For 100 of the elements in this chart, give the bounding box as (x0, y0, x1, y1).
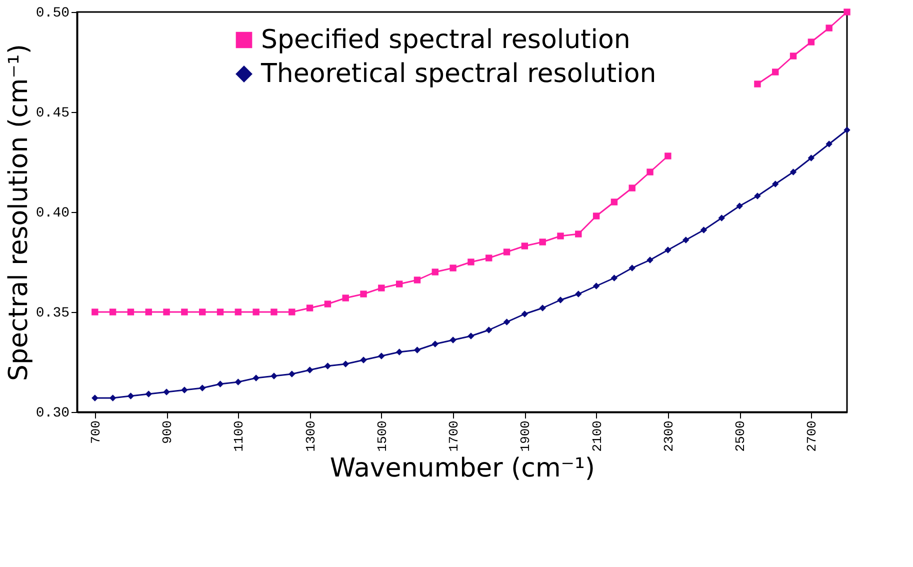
point (808, 154, 815, 162)
point (682, 236, 690, 244)
point (378, 284, 385, 292)
point (414, 346, 421, 354)
point (718, 214, 726, 222)
x-tick-label: 1100 (232, 420, 247, 452)
point (396, 348, 403, 356)
point (468, 332, 474, 340)
x-tick-label: 1300 (303, 420, 318, 452)
point (826, 24, 832, 32)
point (181, 308, 188, 316)
y-tick-label: 0.50 (36, 6, 70, 22)
point (539, 238, 546, 246)
point (127, 392, 134, 400)
point (575, 290, 582, 298)
point (288, 370, 296, 378)
point (109, 394, 116, 402)
point (181, 386, 188, 394)
point (521, 310, 528, 318)
point (414, 276, 421, 284)
point (808, 38, 815, 46)
point (700, 226, 708, 234)
point (664, 246, 672, 254)
point (306, 304, 314, 312)
point (826, 140, 832, 148)
point (198, 308, 206, 316)
point (736, 202, 743, 210)
point (92, 308, 98, 316)
point (557, 232, 564, 240)
point (109, 308, 116, 316)
point (539, 304, 546, 312)
x-tick-label: 2700 (804, 420, 820, 452)
x-tick-label: 1900 (518, 420, 534, 452)
point (324, 300, 332, 308)
x-tick-label: 1700 (446, 420, 462, 452)
point (503, 248, 510, 256)
point (396, 280, 403, 288)
point (216, 380, 224, 388)
point (360, 290, 367, 298)
point (342, 294, 349, 302)
point (844, 8, 850, 16)
point (324, 362, 332, 370)
point (163, 388, 170, 396)
point (468, 258, 474, 266)
point (234, 378, 242, 386)
point (754, 80, 761, 88)
point (306, 366, 314, 374)
point (790, 52, 797, 60)
point (252, 308, 260, 316)
legend-label: Theoretical spectral resolution (260, 59, 656, 89)
point (360, 356, 367, 364)
point (378, 352, 385, 360)
point (592, 282, 600, 290)
point (754, 192, 761, 200)
point (844, 126, 850, 134)
point (127, 308, 134, 316)
point (486, 254, 492, 262)
point (772, 68, 779, 76)
point (592, 212, 600, 220)
point (503, 318, 510, 326)
point (486, 326, 492, 334)
y-tick-label: 0.40 (36, 206, 70, 222)
point (790, 168, 797, 176)
point (664, 152, 672, 160)
point (432, 340, 438, 348)
x-tick-label: 2300 (661, 420, 676, 452)
x-tick-label: 2100 (590, 420, 605, 452)
y-tick-label: 0.35 (36, 306, 70, 322)
point (432, 268, 438, 276)
point (216, 308, 224, 316)
x-axis-title: Wavenumber (cm⁻¹) (330, 454, 596, 484)
y-axis-title: Spectral resolution (cm⁻¹) (4, 44, 34, 381)
point (270, 308, 278, 316)
x-tick-label: 900 (160, 420, 176, 444)
point (342, 360, 349, 368)
point (450, 264, 456, 272)
y-tick-label: 0.30 (36, 406, 70, 422)
point (610, 198, 618, 206)
x-tick-label: 2500 (733, 420, 748, 452)
point (288, 308, 296, 316)
point (557, 296, 564, 304)
point (163, 308, 170, 316)
point (575, 230, 582, 238)
point (772, 180, 779, 188)
point (646, 256, 654, 264)
point (610, 274, 618, 282)
point (198, 384, 206, 392)
point (234, 308, 242, 316)
point (646, 168, 654, 176)
point (628, 264, 636, 272)
x-tick-label: 700 (88, 420, 104, 444)
x-tick-label: 1500 (374, 420, 390, 452)
point (628, 184, 636, 192)
point (252, 374, 260, 382)
legend-label: Specified spectral resolution (261, 25, 630, 55)
y-tick-label: 0.45 (36, 106, 70, 122)
point (145, 390, 152, 398)
point (270, 372, 278, 380)
point (92, 394, 98, 402)
point (521, 242, 528, 250)
